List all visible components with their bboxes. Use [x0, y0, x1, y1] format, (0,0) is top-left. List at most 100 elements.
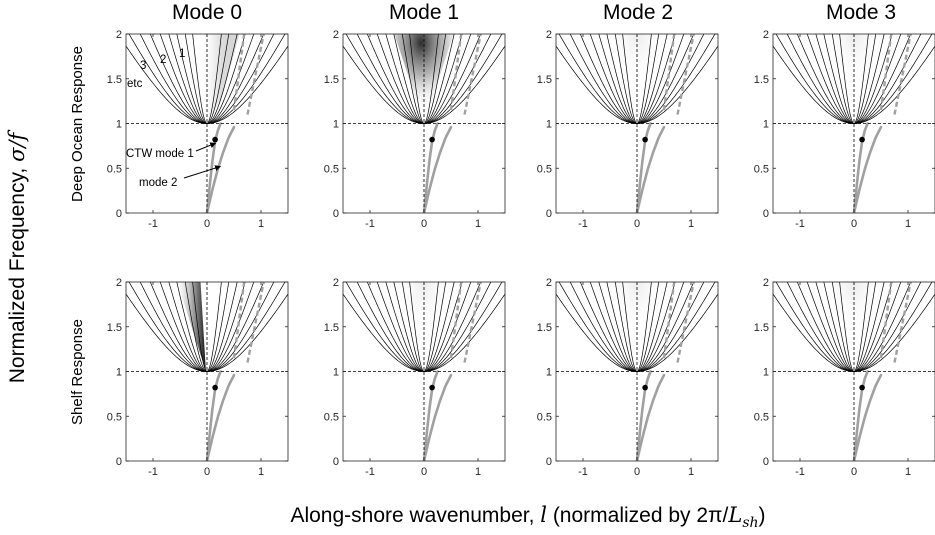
y-tick-label: 0.5	[754, 411, 769, 423]
x-tick-label: -1	[578, 218, 588, 230]
x-tick-label: -1	[148, 218, 158, 230]
x-tick-label: 1	[475, 218, 481, 230]
ctw-mode-2-curve	[205, 373, 236, 461]
ctw-mode-2-curve	[422, 125, 453, 213]
ctw-mode-1-dashed	[879, 34, 893, 111]
y-tick-label: 2	[763, 277, 769, 289]
x-tick-label: -1	[148, 466, 158, 478]
ctw-mode-1-curve	[205, 370, 222, 461]
y-tick-label: 0.5	[754, 163, 769, 175]
y-tick-label: 2	[116, 277, 122, 289]
panel-deep-mode-3	[773, 34, 935, 213]
x-tick-label: 0	[851, 466, 857, 478]
y-tick-label: 1.5	[107, 74, 122, 86]
panel-shelf-mode-3	[773, 282, 935, 461]
column-title-mode-3: Mode 3	[826, 1, 896, 24]
ctw-mode-1-curve	[852, 122, 869, 213]
ctw-mode-2-dashed	[246, 34, 265, 115]
x-tick-label: 0	[204, 466, 210, 478]
forcing-point	[859, 384, 865, 391]
ctw-mode-1-curve	[635, 370, 652, 461]
y-tick-label: 1	[333, 367, 339, 379]
ctw-mode-2-dashed	[676, 282, 695, 363]
annotation-arrows	[183, 142, 222, 179]
ctw-mode-2-dashed	[246, 282, 265, 363]
x-tick-label: 1	[688, 466, 694, 478]
ctw-mode-1-dashed	[449, 282, 463, 359]
x-tick-label: 1	[905, 466, 911, 478]
response-shading	[177, 282, 206, 372]
y-axis-label: Normalized Frequency, σ/f	[5, 129, 29, 383]
y-tick-label: 0	[763, 208, 769, 220]
y-tick-label: 1.5	[754, 74, 769, 86]
ctw-mode-2-dashed	[893, 282, 912, 363]
x-tick-label: -1	[578, 466, 588, 478]
ctw-mode-1-dashed	[879, 282, 893, 359]
x-tick-label: 0	[634, 466, 640, 478]
x-tick-label: -1	[365, 218, 375, 230]
x-tick-label: 0	[421, 218, 427, 230]
panel-deep-mode-2	[556, 34, 718, 213]
ctw-mode-2-dashed	[463, 282, 482, 363]
y-tick-label: 2	[763, 29, 769, 41]
ctw-mode-2-dashed	[463, 34, 482, 115]
ctw-mode-2-arrow	[183, 165, 222, 179]
ctw-mode-1-label: CTW mode 1	[126, 148, 194, 160]
ctw-mode-2-curve	[635, 125, 666, 213]
forcing-point	[429, 384, 435, 391]
forcing-point	[642, 136, 648, 143]
y-tick-label: 0	[546, 456, 552, 468]
x-tick-label: -1	[795, 218, 805, 230]
ctw-mode-1-dashed	[449, 34, 463, 111]
ctw-mode-1-arrow	[195, 142, 217, 152]
response-shading	[394, 34, 454, 124]
x-tick-label: 0	[851, 218, 857, 230]
response-shading	[198, 34, 240, 124]
y-tick-label: 2	[116, 29, 122, 41]
ctw-mode-1-curve	[422, 370, 439, 461]
x-tick-label: 0	[421, 466, 427, 478]
x-tick-label: 1	[905, 218, 911, 230]
ctw-mode-1-dashed	[662, 34, 676, 111]
panel-shelf-mode-0	[126, 282, 288, 461]
y-tick-label: 1.5	[754, 322, 769, 334]
branch-label-3: 3	[140, 60, 146, 72]
forcing-point	[642, 384, 648, 391]
x-axis-label: Along-shore wavenumber, l (normalized by…	[290, 503, 765, 531]
y-tick-label: 0.5	[537, 411, 552, 423]
forcing-point	[212, 136, 218, 143]
ctw-mode-2-curve	[635, 373, 666, 461]
axes-layer: 0 0.5 1 1.5 2 -1 0 1 0 0.5 1 1.5 2 -1 0 1 0 0.5 1 1.5 2 -1 0 1 0…	[107, 29, 935, 478]
panel-deep-mode-0	[126, 34, 288, 213]
ctw-mode-2-label: mode 2	[139, 177, 177, 189]
text-layer: Normalized Frequency, σ/f Along-shore wa…	[5, 1, 896, 531]
x-tick-label: 1	[475, 466, 481, 478]
ctw-mode-2-dashed	[893, 34, 912, 115]
x-tick-label: 1	[258, 466, 264, 478]
y-tick-label: 1.5	[324, 74, 339, 86]
forcing-point	[859, 136, 865, 143]
y-tick-label: 1	[333, 119, 339, 131]
y-tick-label: 1.5	[107, 322, 122, 334]
y-tick-label: 0	[546, 208, 552, 220]
x-tick-label: 0	[204, 218, 210, 230]
x-tick-label: -1	[795, 466, 805, 478]
ctw-mode-2-curve	[852, 125, 883, 213]
ctw-mode-1-curve	[852, 370, 869, 461]
x-tick-label: 0	[634, 218, 640, 230]
ctw-mode-1-curve	[205, 122, 222, 213]
y-tick-label: 1	[546, 367, 552, 379]
x-tick-label: -1	[365, 466, 375, 478]
y-tick-label: 1	[763, 119, 769, 131]
panel-shelf-mode-1	[343, 282, 505, 461]
panel-deep-mode-1	[343, 34, 505, 213]
ctw-mode-1-dashed	[232, 34, 246, 111]
ctw-mode-2-curve	[852, 373, 883, 461]
y-tick-label: 0.5	[324, 411, 339, 423]
y-tick-label: 1	[116, 119, 122, 131]
y-tick-label: 1	[546, 119, 552, 131]
y-tick-label: 0.5	[537, 163, 552, 175]
x-tick-label: 1	[258, 218, 264, 230]
curves-layer	[126, 34, 935, 461]
column-title-mode-2: Mode 2	[603, 1, 673, 24]
